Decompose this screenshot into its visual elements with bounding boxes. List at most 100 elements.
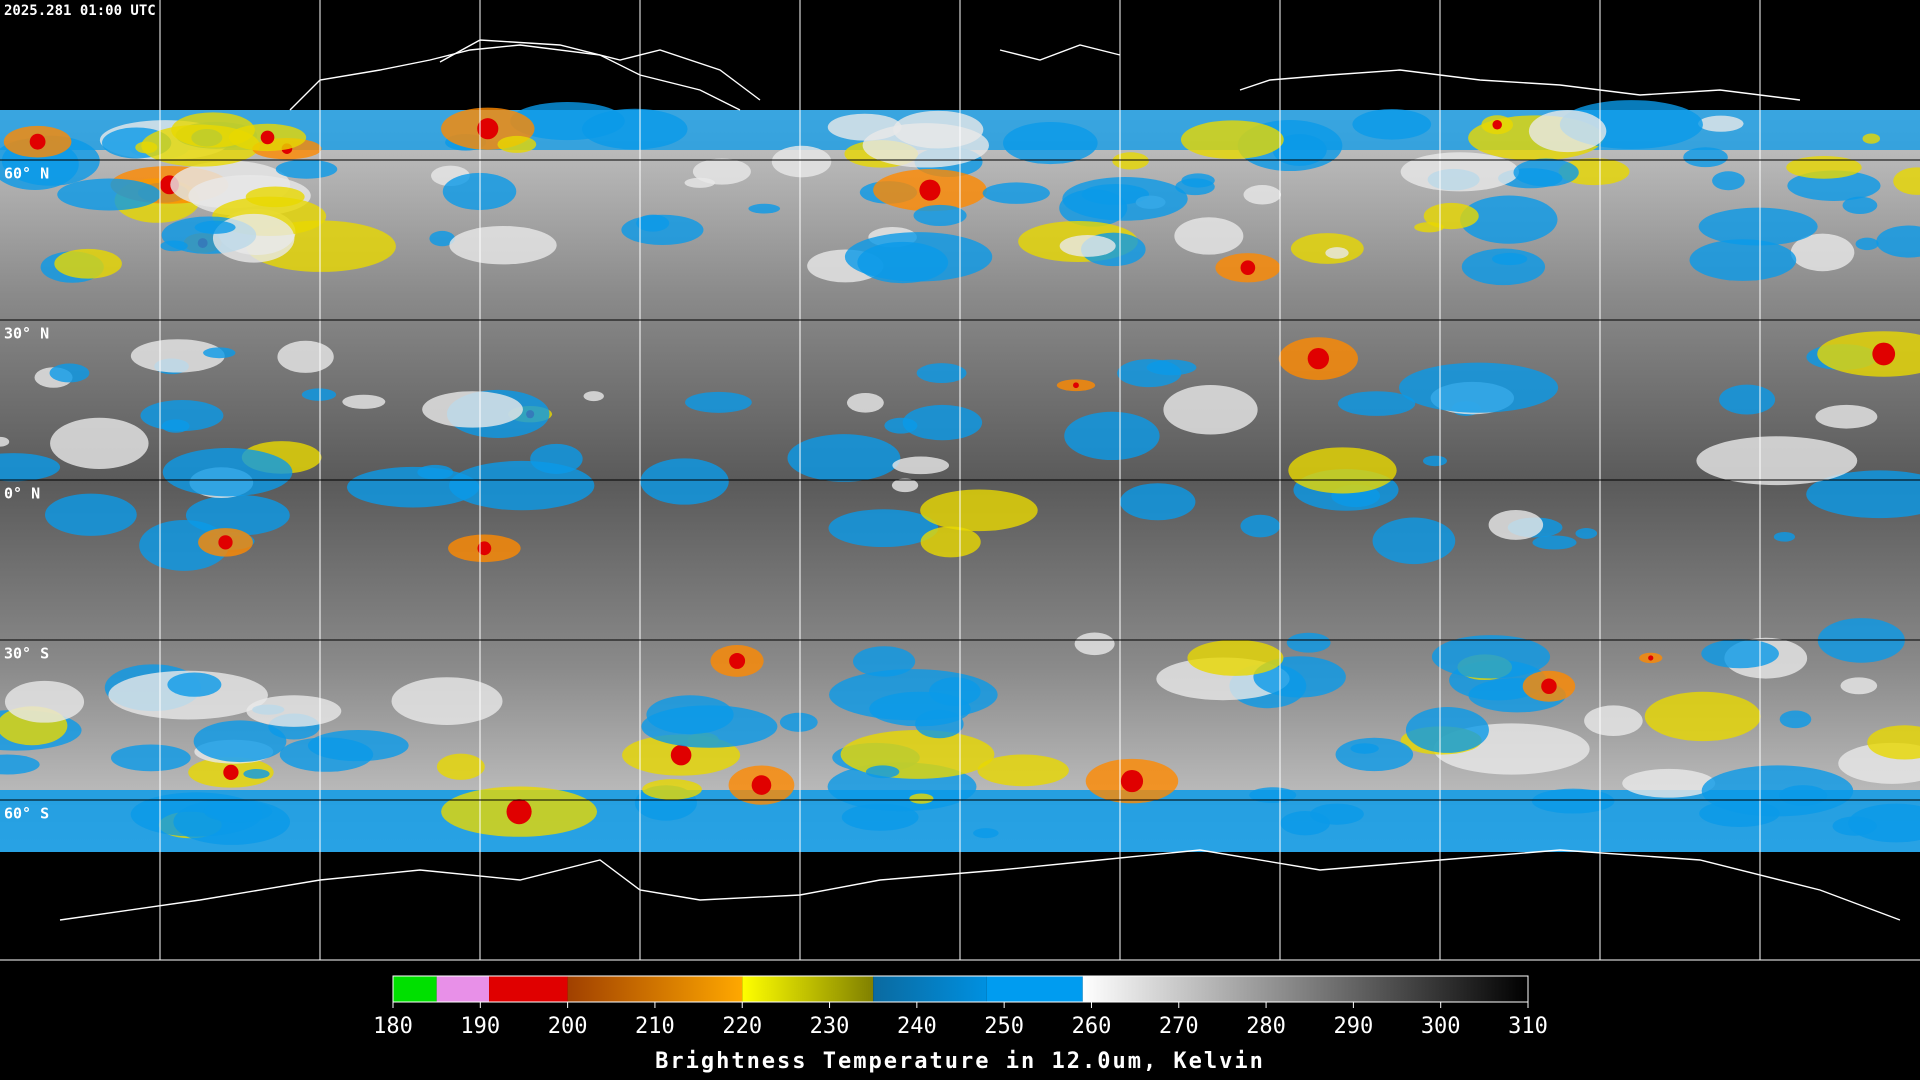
cloud-core (1541, 678, 1557, 694)
cloud (110, 744, 191, 772)
cloud (1698, 207, 1818, 246)
cloud (865, 765, 900, 779)
cloud (1806, 470, 1920, 519)
colorbar-tick-label: 240 (897, 1014, 937, 1039)
cloud (920, 489, 1038, 532)
cloud (1513, 158, 1579, 187)
cloud (436, 753, 485, 780)
cloud (1460, 195, 1558, 244)
cloud (1243, 185, 1282, 205)
cloud (275, 159, 338, 179)
colorbar-frame (392, 975, 1529, 1003)
cloud (1062, 177, 1188, 221)
cloud (167, 672, 222, 697)
cloud (636, 214, 670, 232)
cloud (1398, 362, 1559, 413)
cloud (1528, 110, 1607, 153)
cloud (0, 436, 10, 447)
colorbar-tick-label: 250 (984, 1014, 1024, 1039)
cloud (771, 145, 832, 178)
cloud (1163, 385, 1258, 435)
cloud-core (670, 744, 692, 766)
cloud-core (1240, 260, 1256, 276)
cloud (1249, 787, 1297, 804)
cloud (583, 391, 604, 402)
cloud (1790, 233, 1855, 272)
cloud (1003, 122, 1098, 165)
cloud (869, 691, 971, 727)
cloud (1400, 152, 1520, 192)
colorbar-tick-label: 310 (1508, 1014, 1548, 1039)
cloud (1286, 632, 1331, 653)
cloud-core (919, 179, 941, 201)
cloud (0, 453, 61, 482)
colorbar-tick-label: 230 (810, 1014, 850, 1039)
colorbar-tick-label: 220 (722, 1014, 762, 1039)
cloud (301, 388, 337, 401)
colorbar-tick-label: 210 (635, 1014, 675, 1039)
cloud (748, 203, 781, 214)
colorbar-segment (567, 976, 743, 1002)
cloud (1488, 509, 1544, 540)
cloud (1491, 252, 1528, 266)
colorbar-tick-label: 280 (1246, 1014, 1286, 1039)
colorbar-segment (393, 976, 437, 1002)
cloud (342, 394, 386, 409)
cloud (891, 478, 919, 493)
colorbar: 180 190 200 210 220 230 240 250 260 270 280 290 300 3… (373, 975, 1548, 1039)
cloud (448, 460, 595, 511)
cloud (1622, 768, 1716, 798)
cloud (1683, 147, 1728, 168)
cloud (852, 646, 916, 677)
cloud (685, 391, 752, 413)
cloud-core (477, 118, 499, 140)
cloud (307, 729, 409, 762)
cloud (57, 178, 161, 211)
cloud (1064, 411, 1160, 461)
cloud (54, 248, 122, 279)
cloud (422, 391, 523, 428)
cloud (902, 404, 983, 441)
cloud (1558, 158, 1630, 186)
cloud (641, 705, 778, 748)
cloud (185, 494, 290, 536)
cloud-core (1492, 119, 1502, 130)
cloud (1855, 237, 1879, 251)
cloud (1117, 359, 1182, 388)
colorbar-segment (986, 976, 1083, 1002)
colorbar-title: Brightness Temperature in 12.0um, Kelvin (655, 1049, 1265, 1074)
cloud (1862, 133, 1881, 144)
cloud (1840, 677, 1878, 695)
colorbar-segment (436, 976, 490, 1002)
cloud-core (223, 764, 239, 781)
cloud (844, 232, 993, 282)
cloud (1842, 196, 1878, 215)
cloud-core (218, 535, 233, 550)
cloud (50, 417, 149, 469)
cloud (1817, 331, 1920, 377)
cloud (1310, 803, 1364, 825)
cloud (140, 400, 224, 432)
cloud (1352, 109, 1432, 140)
cloud (243, 768, 270, 779)
latitude-label: 60° N (4, 165, 49, 183)
cloud (449, 225, 557, 265)
cloud (1531, 788, 1615, 814)
cloud (828, 509, 939, 548)
cloud (1272, 134, 1327, 166)
cloud (1337, 391, 1416, 416)
colorbar-tick-label: 190 (460, 1014, 500, 1039)
graticule: 60° N 30° N 0° N 30° S 60° S (0, 0, 1920, 960)
latitude-label: 0° N (4, 485, 40, 503)
colorbar-tick-label: 200 (548, 1014, 588, 1039)
cloud (893, 110, 984, 149)
latitude-label: 30° N (4, 325, 49, 343)
cloud (193, 720, 287, 763)
cloud (162, 447, 293, 497)
cloud (510, 102, 625, 141)
cloud-core (1648, 655, 1654, 661)
cloud (212, 213, 295, 263)
cloud (846, 393, 884, 413)
cloud (130, 339, 225, 373)
